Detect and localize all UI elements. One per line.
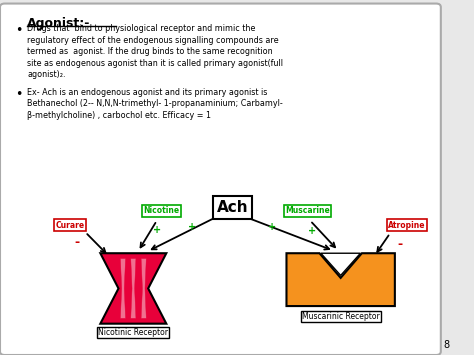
Text: -: - xyxy=(74,236,79,249)
Text: Nicotine: Nicotine xyxy=(144,207,180,215)
Polygon shape xyxy=(120,258,126,318)
Text: +: + xyxy=(308,226,317,236)
Polygon shape xyxy=(286,253,395,306)
Polygon shape xyxy=(131,258,136,318)
Text: Ex- Ach is an endogenous agonist and its primary agonist is
Bethanechol (2-- N,N: Ex- Ach is an endogenous agonist and its… xyxy=(27,88,283,120)
Text: •: • xyxy=(16,24,23,37)
Text: Agonist:-: Agonist:- xyxy=(27,17,91,30)
Text: Curare: Curare xyxy=(55,220,84,230)
Text: Muscarinic Receptor: Muscarinic Receptor xyxy=(302,312,380,321)
Polygon shape xyxy=(321,253,360,275)
Text: •: • xyxy=(16,88,23,101)
Text: -: - xyxy=(397,238,402,251)
Text: +: + xyxy=(153,225,161,235)
Text: +: + xyxy=(268,222,276,232)
Text: Atropine: Atropine xyxy=(388,220,425,230)
Polygon shape xyxy=(100,253,166,324)
Text: +: + xyxy=(188,222,196,232)
Text: Ach: Ach xyxy=(217,200,248,215)
Text: Muscarine: Muscarine xyxy=(285,207,330,215)
Text: 8: 8 xyxy=(443,340,449,350)
Text: Drugs that  bind to physiological receptor and mimic the
regulatory effect of th: Drugs that bind to physiological recepto… xyxy=(27,24,283,79)
Polygon shape xyxy=(141,258,146,318)
Text: Nicotinic Receptor: Nicotinic Receptor xyxy=(98,328,168,337)
